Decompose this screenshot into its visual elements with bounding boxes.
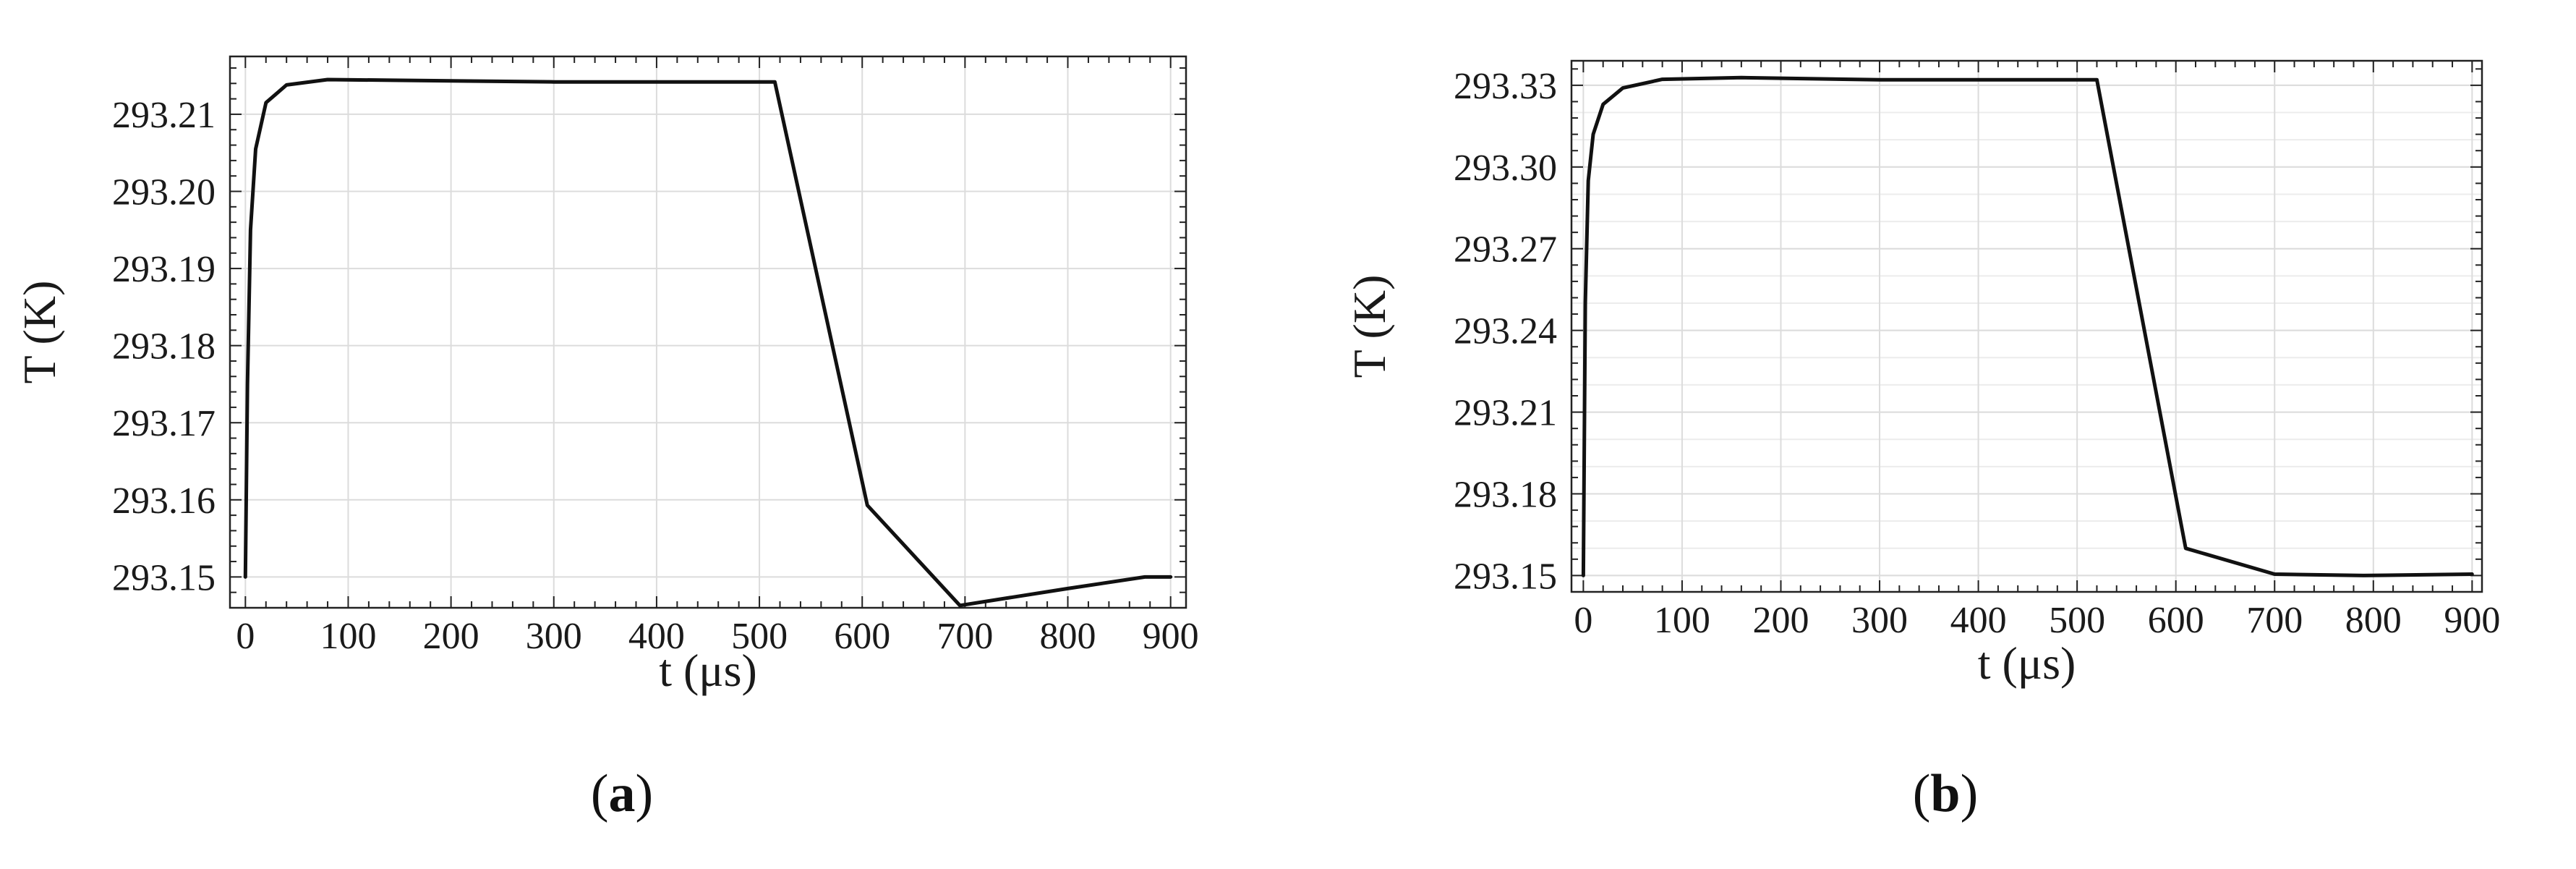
x-tick-label-b: 400 [1950,600,2007,641]
y-tick-label-a: 293.16 [112,480,216,522]
x-tick-label-b: 600 [2148,600,2204,641]
x-tick-label-a: 600 [834,616,890,657]
x-tick-label-b: 500 [2049,600,2105,641]
x-tick-label-a: 500 [731,616,788,657]
x-tick-label-a: 100 [320,616,376,657]
x-tick-label-a: 900 [1143,616,1199,657]
x-tick-label-a: 400 [628,616,685,657]
y-tick-label-b: 293.24 [1454,311,1557,352]
plot-frame-b [1570,59,2483,593]
x-tick-label-a: 300 [526,616,582,657]
y-tick-label-a: 293.19 [112,249,216,290]
y-axis-label-b: T (K) [1344,275,1395,378]
series-line-b-0 [1581,75,2474,577]
x-tick-label-b: 300 [1851,600,1908,641]
y-tick-label-b: 293.30 [1454,148,1557,189]
y-tick-label-b: 293.27 [1454,229,1557,271]
y-tick-label-a: 293.17 [112,403,216,444]
y-tick-label-b: 293.15 [1454,556,1557,597]
plot-area-b [1571,61,2482,592]
x-tick-label-a: 200 [423,616,479,657]
x-axis-label-b: t (μs) [1978,637,2076,689]
x-tick-label-b: 800 [2345,600,2402,641]
caption-b-letter: b [1930,764,1961,823]
chart-b-svg: 0 100 200 300 400 500 600 700 800 900 293.15 293.18… [1344,59,2500,689]
x-tick-label-b: 700 [2246,600,2303,641]
chart-panel-a: 0 100 200 300 400 500 600 700 800 900 293.15 293.16… [0,0,1288,767]
plot-frame-a [229,55,1187,609]
series-line-a-0 [243,77,1173,608]
caption-a: (a) [590,764,654,823]
y-tick-label-a: 293.15 [112,557,216,598]
plot-area-a [230,56,1186,608]
chart-panel-b: 0 100 200 300 400 500 600 700 800 900 293.15 293.18… [1288,0,2576,767]
x-tick-label-b: 200 [1752,600,1809,641]
caption-b: (b) [1912,764,1979,823]
x-tick-label-a: 0 [236,616,255,657]
y-tick-label-b: 293.33 [1454,66,1557,107]
x-axis-label-a: t (μs) [659,645,757,696]
x-tick-label-b: 0 [1574,600,1592,641]
x-tick-label-b: 100 [1654,600,1710,641]
y-tick-label-a: 293.21 [112,95,216,136]
x-tick-label-a: 800 [1040,616,1096,657]
y-tick-label-b: 293.18 [1454,474,1557,515]
chart-a-svg: 0 100 200 300 400 500 600 700 800 900 293.15 293.16… [14,55,1199,696]
y-axis-label-a: T (K) [14,281,65,384]
y-tick-label-a: 293.20 [112,172,216,213]
x-tick-label-b: 900 [2444,600,2500,641]
y-tick-label-a: 293.18 [112,326,216,368]
x-tick-label-a: 700 [937,616,993,657]
y-tick-label-b: 293.21 [1454,393,1557,434]
caption-a-letter: a [608,764,636,823]
